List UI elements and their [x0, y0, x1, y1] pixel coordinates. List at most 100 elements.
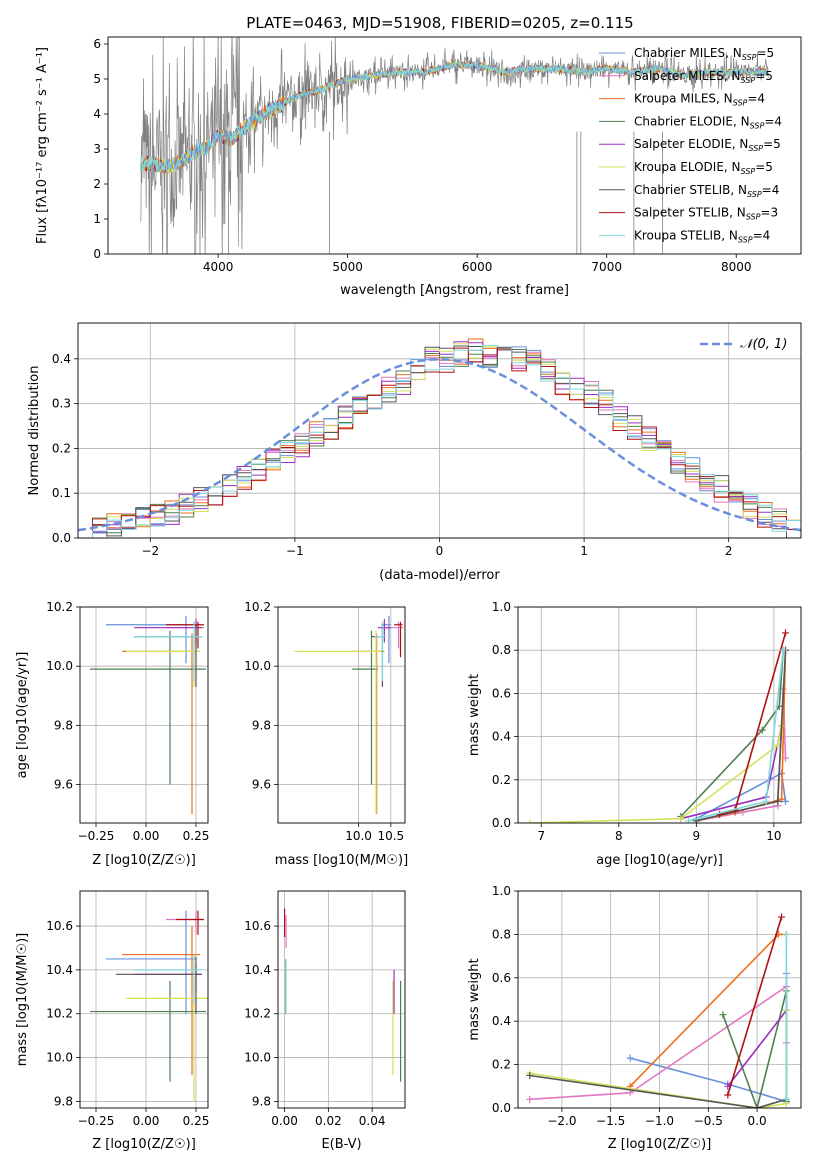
series-marker-chabrier_elodie — [719, 1011, 727, 1019]
residuals-panel: −2 −1 0 1 2 0.0 0.1 0.2 0.3 0.4 𝒩(0, 1) (data-model… — [27, 322, 802, 583]
series-marker-kroupa_stelib — [762, 797, 770, 805]
y-tick-label: 1.0 — [492, 600, 511, 614]
series-line-chabrier_stelib — [529, 1074, 787, 1108]
histogram-chabrier_stelib — [78, 345, 801, 538]
y-tick-label: 0.8 — [492, 643, 511, 657]
weight_vs_age-panel: 7 8 9 10 0.0 0.2 0.4 0.6 0.8 1.0 age [log10(age/yr… — [467, 600, 802, 868]
legend-entry: Chabrier MILES, NSSP=5 — [634, 46, 774, 62]
age_vs_mass-plot — [294, 615, 404, 815]
y-tick-label: 10.2 — [46, 600, 73, 614]
y-tick-label: 0.2 — [492, 1058, 511, 1072]
x-tick-label: 5000 — [332, 260, 363, 274]
y-axis-label: Flux [fλ10⁻¹⁷ erg cm⁻² s⁻¹ A⁻¹] — [35, 47, 50, 244]
axes-frame — [517, 606, 802, 824]
series-marker-chabrier_stelib — [774, 797, 782, 805]
y-tick-label: 0.2 — [52, 441, 71, 455]
x-axis-label: wavelength [Angstrom, rest frame] — [340, 283, 569, 298]
y-tick-label: 9.6 — [252, 778, 271, 792]
series-line-chabrier_elodie — [680, 650, 784, 818]
axes-frame — [79, 890, 209, 1109]
weight_vs_age-plot — [526, 629, 789, 823]
y-tick-label: 6 — [93, 37, 101, 51]
y-tick-label: 10.2 — [244, 1007, 271, 1021]
x-tick-label: 9 — [693, 829, 701, 843]
x-axis-label: age [log10(age/yr)] — [596, 853, 723, 868]
age_vs_mass-panel: 10.0 10.5 9.6 9.8 10.0 10.2 mass [log10(M/M☉)] — [244, 600, 408, 868]
spectrum-plot — [139, 37, 769, 254]
weight_vs_Z-plot — [526, 913, 790, 1108]
x-tick-label: 0.0 — [748, 1114, 767, 1128]
weight_vs_Z-panel: −2.0 −1.5 −1.0 −0.5 0.0 0.0 0.2 0.4 0.6 0.8 1.0 Z [… — [467, 884, 802, 1152]
y-tick-label: 0.1 — [52, 486, 71, 500]
series-marker-kroupa_elodie — [677, 815, 685, 823]
x-tick-label: 10 — [766, 829, 781, 843]
legend-entry: Chabrier STELIB, NSSP=4 — [634, 183, 779, 199]
x-tick-label: −1 — [286, 544, 304, 558]
y-tick-label: 0.4 — [492, 1014, 511, 1028]
y-tick-label: 4 — [93, 107, 101, 121]
x-tick-label: 7000 — [591, 260, 622, 274]
axes-frame — [77, 322, 802, 539]
legend-entry: Kroupa STELIB, NSSP=4 — [634, 228, 770, 244]
series-marker-salpeter_miles — [526, 1095, 534, 1103]
y-tick-label: 5 — [93, 72, 101, 86]
series-marker-kroupa_stelib — [782, 1095, 790, 1103]
y-tick-label: 0.3 — [52, 397, 71, 411]
y-tick-label: 10.0 — [244, 659, 271, 673]
y-tick-label: 10.0 — [46, 1051, 73, 1065]
series-line-salpeter_stelib — [727, 916, 783, 1096]
legend-entry: Salpeter STELIB, NSSP=3 — [634, 206, 778, 222]
y-tick-label: 0.4 — [492, 730, 511, 744]
x-tick-label: 1 — [580, 544, 588, 558]
x-tick-label: 0.04 — [359, 1114, 386, 1128]
axes-frame — [79, 606, 209, 824]
series-line-salpeter_elodie — [727, 1009, 788, 1087]
mass_vs_Z-plot — [90, 910, 208, 1102]
axes-frame — [277, 606, 406, 824]
legend-entry: Salpeter ELODIE, NSSP=5 — [634, 137, 781, 153]
series-marker-chabrier_stelib — [526, 1071, 534, 1079]
x-axis-label: mass [log10(M/M☉)] — [275, 853, 408, 868]
x-axis-label: Z [log10(Z/Z☉)] — [92, 1137, 196, 1152]
y-tick-label: 0.0 — [492, 1101, 511, 1115]
y-axis-label: mass weight — [467, 674, 482, 756]
series-marker-chabrier_stelib — [753, 1104, 761, 1108]
y-tick-label: 9.8 — [54, 1094, 73, 1108]
y-tick-label: 0.4 — [52, 352, 71, 366]
figure-title: PLATE=0463, MJD=51908, FIBERID=0205, z=0… — [246, 14, 633, 32]
x-tick-label: 7 — [537, 829, 545, 843]
x-tick-label: 0.00 — [133, 1114, 160, 1128]
y-tick-label: 9.6 — [54, 778, 73, 792]
y-tick-label: 0.6 — [492, 686, 511, 700]
x-tick-label: 0.00 — [133, 829, 160, 843]
x-tick-label: −1.0 — [645, 1114, 674, 1128]
mass_vs_ebv-panel: 0.00 0.02 0.04 9.8 10.0 10.2 10.4 10.6 E(B-V) — [244, 890, 406, 1152]
histogram-kroupa_miles — [78, 338, 801, 538]
series-marker-chabrier_miles — [781, 797, 789, 805]
y-tick-label: 10.0 — [46, 659, 73, 673]
legend-entry: Salpeter MILES, NSSP=5 — [634, 69, 773, 85]
series-marker-kroupa_miles — [778, 795, 786, 803]
normal-curve — [78, 358, 801, 532]
series-marker-kroupa_elodie — [526, 819, 534, 823]
series-marker-salpeter_stelib — [724, 1091, 732, 1099]
y-tick-label: 3 — [93, 142, 101, 156]
series-marker-salpeter_stelib — [781, 629, 789, 637]
histogram-salpeter_elodie — [78, 341, 801, 538]
x-tick-label: −2.0 — [547, 1114, 576, 1128]
x-tick-label: −2 — [141, 544, 159, 558]
series-line-kroupa_elodie — [529, 725, 783, 823]
x-tick-label: −0.25 — [78, 1114, 115, 1128]
series-marker-chabrier_miles — [626, 1054, 634, 1062]
y-tick-label: 0.8 — [492, 927, 511, 941]
y-tick-label: 10.2 — [244, 600, 271, 614]
y-tick-label: 0.2 — [492, 773, 511, 787]
axes-frame — [107, 36, 802, 255]
x-tick-label: 4000 — [203, 260, 234, 274]
y-axis-label: mass weight — [467, 958, 482, 1040]
y-tick-label: 10.4 — [244, 963, 271, 977]
y-tick-label: 0 — [93, 247, 101, 261]
x-tick-label: 0.02 — [315, 1114, 342, 1128]
y-tick-label: 9.8 — [252, 718, 271, 732]
